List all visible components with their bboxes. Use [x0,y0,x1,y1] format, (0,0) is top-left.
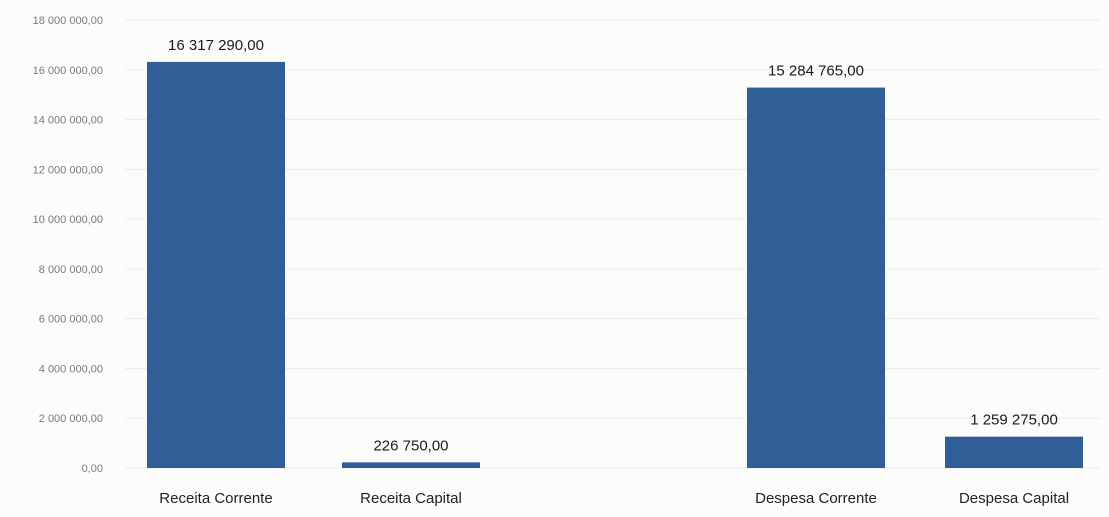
x-category-label: Receita Corrente [159,490,272,507]
bar [342,462,480,468]
bar [747,87,885,468]
data-label: 16 317 290,00 [168,37,264,54]
data-label: 1 259 275,00 [970,412,1058,429]
y-tick-label: 0,00 [82,463,103,475]
y-tick-label: 8 000 000,00 [39,264,103,276]
y-tick-label: 16 000 000,00 [33,65,103,77]
y-tick-label: 10 000 000,00 [33,214,103,226]
x-category-label: Receita Capital [360,490,462,507]
y-tick-label: 14 000 000,00 [33,115,103,127]
y-tick-label: 18 000 000,00 [33,15,103,27]
x-category-label: Despesa Capital [959,490,1069,507]
y-tick-label: 6 000 000,00 [39,314,103,326]
data-label: 15 284 765,00 [768,63,864,80]
x-category-label: Despesa Corrente [755,490,877,507]
y-tick-label: 12 000 000,00 [33,164,103,176]
data-label: 226 750,00 [373,437,448,454]
bar [945,436,1083,468]
y-tick-label: 2 000 000,00 [39,413,103,425]
y-tick-label: 4 000 000,00 [39,363,103,375]
bar [147,61,285,468]
